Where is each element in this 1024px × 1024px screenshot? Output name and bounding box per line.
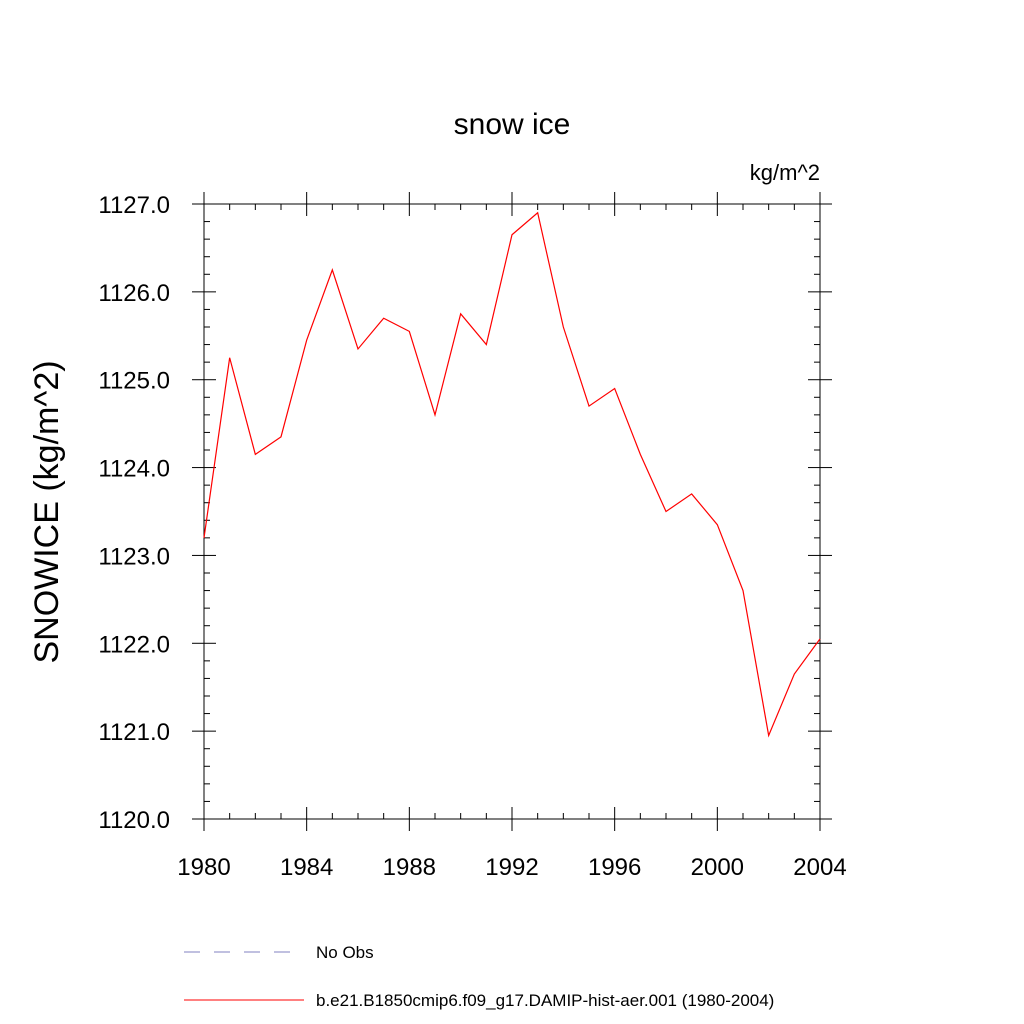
legend-label: b.e21.B1850cmip6.f09_g17.DAMIP-hist-aer.… [316,991,774,1010]
legend: No Obs b.e21.B1850cmip6.f09_g17.DAMIP-his… [184,943,774,1010]
y-tick-label: 1124.0 [98,456,170,483]
legend-label: No Obs [316,943,374,962]
y-tick-label: 1120.0 [98,807,170,834]
x-tick-label: 1992 [485,854,538,881]
y-tick-label: 1126.0 [98,280,170,307]
x-tick-label: 1984 [280,854,333,881]
series-line [203,211,821,738]
y-axis-label: SNOWICE (kg/m^2) [28,360,66,663]
y-tick-label: 1122.0 [98,631,170,658]
x-tick-label: 2000 [691,854,744,881]
x-tick-label: 1988 [383,854,436,881]
y-tick-label: 1123.0 [98,543,170,570]
chart-title: snow ice [454,108,571,141]
units-label: kg/m^2 [750,160,820,185]
x-tick-label: 1980 [177,854,230,881]
x-tick-label: 2004 [793,854,846,881]
series-group [203,211,821,738]
x-tick-label: 1996 [588,854,641,881]
plot-frame [203,203,821,820]
y-tick-label: 1127.0 [98,192,170,219]
axis-ticks: 1980 1984 1988 1992 1996 2000 2004 1120.0 1121.0… [98,192,847,881]
y-tick-label: 1125.0 [98,368,170,395]
y-tick-label: 1121.0 [98,719,170,746]
